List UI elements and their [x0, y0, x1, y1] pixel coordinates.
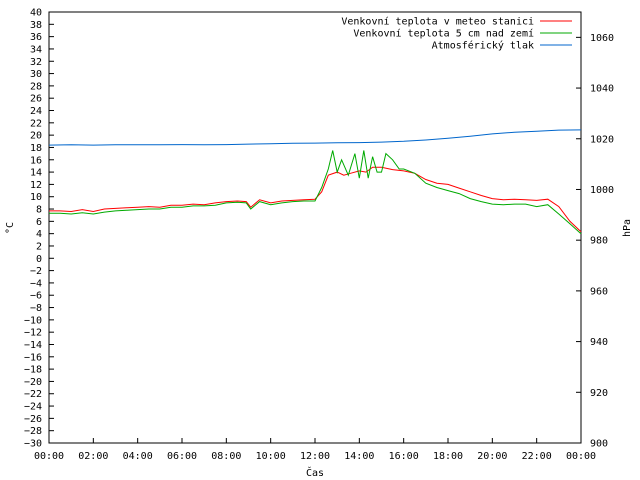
y-tick-label: −16 — [24, 352, 42, 363]
y2-tick-label: 1060 — [590, 33, 614, 44]
y-tick-label: 28 — [30, 81, 42, 92]
y-tick-label: 34 — [30, 44, 42, 55]
y-tick-label: 38 — [30, 20, 42, 31]
y2-tick-label: 960 — [590, 286, 608, 297]
series-line-2 — [48, 129, 582, 146]
y2-tick-label: 1020 — [590, 134, 614, 145]
legend-label-2: Atmosférický tlak — [432, 40, 534, 52]
x-tick-label: 16:00 — [389, 451, 419, 462]
x-tick-label: 18:00 — [433, 451, 463, 462]
y-tick-label: −24 — [24, 402, 42, 413]
y-tick-label: 32 — [30, 57, 42, 68]
y-tick-label: 22 — [30, 118, 42, 129]
y-tick-label: 0 — [36, 254, 42, 265]
x-tick-label: 00:00 — [34, 451, 64, 462]
y-tick-label: 24 — [30, 106, 42, 117]
y2-tick-label: 980 — [590, 236, 608, 247]
y-tick-label: 2 — [36, 241, 42, 252]
x-tick-label: 20:00 — [477, 451, 507, 462]
x-tick-label: 08:00 — [211, 451, 241, 462]
y-axis-right: 900 920 940 960 980 1000 1020 1040 1060 — [576, 33, 614, 450]
y-tick-label: 20 — [30, 131, 42, 142]
x-tick-label: 00:00 — [566, 451, 596, 462]
x-tick-label: 10:00 — [256, 451, 286, 462]
y-tick-label: 8 — [36, 205, 42, 216]
legend: Venkovní teplota v meteo staniciVenkovní… — [341, 16, 572, 52]
x-tick-label: 22:00 — [522, 451, 552, 462]
legend-label-1: Venkovní teplota 5 cm nad zemí — [353, 28, 534, 40]
y-tick-label: −4 — [30, 278, 42, 289]
y2-tick-label: 1000 — [590, 185, 614, 196]
y-tick-label: −26 — [24, 414, 42, 425]
x-tick-label: 14:00 — [344, 451, 374, 462]
legend-label-0: Venkovní teplota v meteo stanici — [341, 16, 534, 28]
y2-tick-label: 920 — [590, 388, 608, 399]
y-tick-label: −12 — [24, 328, 42, 339]
y-tick-label: −8 — [30, 303, 42, 314]
y2-axis-label: hPa — [622, 219, 633, 237]
y2-tick-label: 900 — [590, 439, 608, 450]
x-axis: 00:00 02:00 04:00 06:00 08:00 10:00 12:00 14:00… — [34, 438, 596, 462]
y-tick-label: 40 — [30, 8, 42, 19]
y-tick-label: 30 — [30, 69, 42, 80]
y-tick-label: 12 — [30, 180, 42, 191]
y-tick-label: 26 — [30, 94, 42, 105]
y-tick-label: −10 — [24, 315, 42, 326]
y-tick-label: −6 — [30, 291, 42, 302]
x-axis-label: Čas — [306, 466, 324, 479]
y-axis-left: −30−28−26−24−22−20−18−16−14−12−10−8−6−4−… — [24, 8, 54, 450]
y-tick-label: 10 — [30, 192, 42, 203]
x-tick-label: 12:00 — [300, 451, 330, 462]
x-tick-label: 02:00 — [78, 451, 108, 462]
y-axis-label: °C — [5, 222, 16, 234]
y-tick-label: −30 — [24, 439, 42, 450]
y2-tick-label: 940 — [590, 337, 608, 348]
y-tick-label: −28 — [24, 426, 42, 437]
y-tick-label: −18 — [24, 365, 42, 376]
series-line-0 — [49, 166, 582, 233]
plot-border — [48, 11, 582, 444]
y-tick-label: 14 — [30, 168, 42, 179]
y2-tick-label: 1040 — [590, 84, 614, 95]
x-tick-label: 04:00 — [123, 451, 153, 462]
series-layer — [48, 129, 582, 235]
series-line-1 — [49, 150, 582, 235]
y-tick-label: −20 — [24, 377, 42, 388]
x-tick-label: 06:00 — [167, 451, 197, 462]
y-tick-label: −22 — [24, 389, 42, 400]
y-tick-label: −2 — [30, 266, 42, 277]
y-tick-label: 6 — [36, 217, 42, 228]
y-tick-label: 4 — [36, 229, 42, 240]
y-tick-label: −14 — [24, 340, 42, 351]
y-tick-label: 36 — [30, 32, 42, 43]
y-tick-label: 18 — [30, 143, 42, 154]
y-tick-label: 16 — [30, 155, 42, 166]
